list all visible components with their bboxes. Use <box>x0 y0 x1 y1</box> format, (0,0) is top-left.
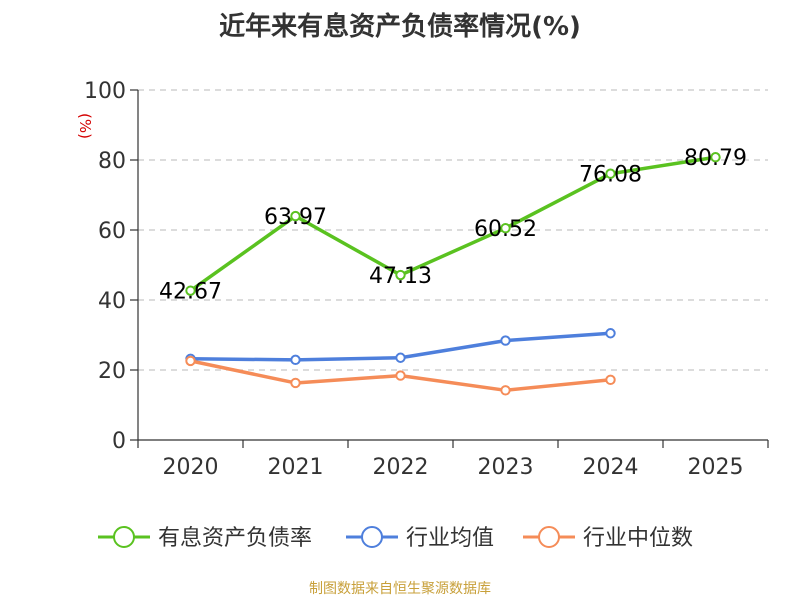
legend-marker-2 <box>361 526 383 548</box>
y-tick-label-80: 80 <box>98 149 126 174</box>
point-1-2020 <box>185 285 196 296</box>
source-note: 制图数据来自恒生聚源数据库 <box>309 581 491 597</box>
point-2-2024 <box>605 328 616 339</box>
legend-marker-3 <box>538 526 560 548</box>
x-tick-label-2022: 2022 <box>373 455 429 480</box>
x-tick-label-2024: 2024 <box>583 455 639 480</box>
series-line-1 <box>189 155 716 293</box>
legend: 有息资产负债率 行业均值 行业中位数 <box>98 526 693 551</box>
x-tick-label-2020: 2020 <box>163 455 219 480</box>
x-tick-label-2023: 2023 <box>478 455 534 480</box>
y-tick-label-100: 100 <box>84 79 126 104</box>
y-tick-label-40: 40 <box>98 289 126 314</box>
y-tick-label-0: 0 <box>112 429 126 454</box>
axes: 0 20 40 60 80 100 2020 2021 2022 2023 2024 2025 <box>84 79 769 480</box>
point-2-2023 <box>500 335 511 346</box>
point-1-2022 <box>395 269 406 281</box>
y-axis-unit-label: (%) <box>76 113 94 139</box>
point-2-2021 <box>290 354 301 366</box>
x-tick-label-2025: 2025 <box>688 455 744 480</box>
point-1-2025 <box>710 152 721 163</box>
legend-label-3: 行业中位数 <box>583 526 693 551</box>
legend-item-1: 有息资产负债率 <box>98 526 312 551</box>
data-label-2021: 63.97 <box>264 205 327 230</box>
point-3-2021 <box>290 377 301 389</box>
point-3-2023 <box>500 385 511 396</box>
x-tick-label-2021: 2021 <box>268 455 324 480</box>
point-2-2022 <box>395 352 406 363</box>
legend-marker-1 <box>113 526 135 548</box>
grid-lines <box>138 89 768 371</box>
series-1 <box>185 152 721 296</box>
point-3-2024 <box>605 374 616 385</box>
legend-label-2: 行业均值 <box>406 526 494 551</box>
data-label-2023: 60.52 <box>474 217 537 242</box>
data-label-2020: 42.67 <box>159 280 222 305</box>
y-tick-label-20: 20 <box>98 359 126 384</box>
point-3-2020 <box>185 355 196 367</box>
y-tick-label-60: 60 <box>98 219 126 244</box>
series-2 <box>185 328 616 366</box>
point-1-2024 <box>605 168 616 179</box>
series-layer <box>185 152 721 396</box>
point-1-2021 <box>290 210 301 222</box>
data-label-2025: 80.79 <box>684 146 747 171</box>
point-3-2022 <box>395 370 406 381</box>
series-3 <box>185 355 616 396</box>
data-labels: 42.67 63.97 47.13 60.52 76.08 80.79 <box>159 146 747 304</box>
data-label-2024: 76.08 <box>579 163 642 188</box>
data-label-2022: 47.13 <box>369 264 432 289</box>
legend-item-2: 行业均值 <box>346 526 494 551</box>
point-1-2023 <box>500 222 511 234</box>
legend-label-1: 有息资产负债率 <box>158 526 312 551</box>
chart-title: 近年来有息资产负债率情况(%) <box>219 12 581 42</box>
legend-item-3: 行业中位数 <box>523 526 693 551</box>
